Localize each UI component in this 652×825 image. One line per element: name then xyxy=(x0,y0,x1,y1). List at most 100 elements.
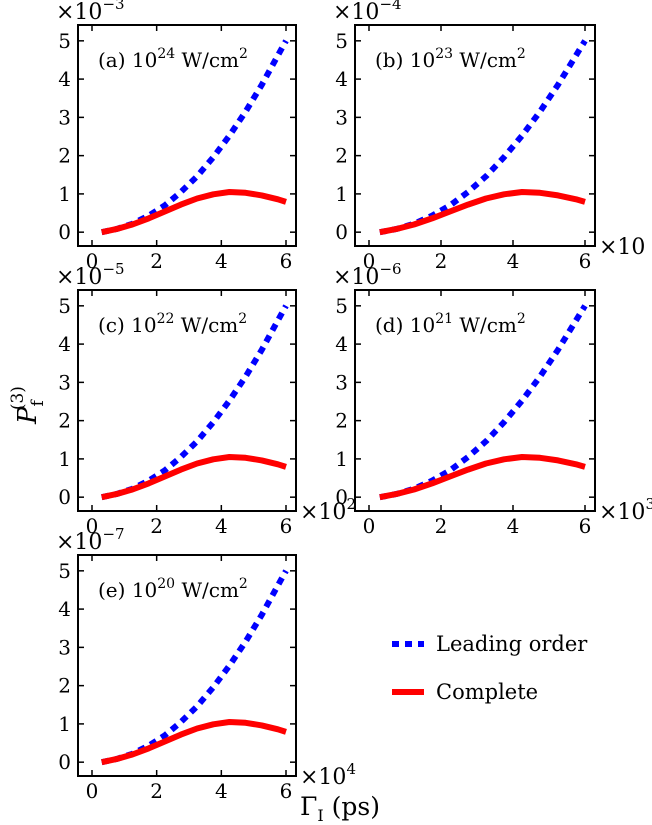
y-tick-label: 4 xyxy=(58,67,71,91)
x-multiplier-base: ×10 xyxy=(599,235,645,260)
y-multiplier-exponent: −5 xyxy=(102,260,124,278)
intensity-unit-exponent: 2 xyxy=(239,46,248,62)
intensity-unit: W/cm xyxy=(174,313,238,337)
x-tick-label: 4 xyxy=(507,249,520,273)
y-tick-label: 5 xyxy=(335,29,348,53)
x-multiplier-exponent: 3 xyxy=(645,495,652,513)
axes-frame xyxy=(354,289,596,512)
y-tick-label: 3 xyxy=(58,635,71,659)
series-line-complete xyxy=(101,454,287,501)
panel-label: (a) xyxy=(98,48,132,72)
y-tick-label: 0 xyxy=(335,220,348,244)
intensity-base: 10 xyxy=(410,48,435,72)
x-tick-label: 2 xyxy=(150,249,163,273)
x-tick-label: 2 xyxy=(150,779,163,803)
x-tick-label: 0 xyxy=(86,514,99,538)
intensity-unit: W/cm xyxy=(453,313,517,337)
y-axis-multiplier: ×10−7 xyxy=(56,525,125,555)
y-multiplier-base: ×10 xyxy=(56,265,102,290)
y-tick-label: 2 xyxy=(58,409,71,433)
y-multiplier-base: ×10 xyxy=(333,265,379,290)
intensity-base: 10 xyxy=(132,578,157,602)
legend-label-complete: Complete xyxy=(436,680,538,704)
intensity-exponent: 22 xyxy=(157,311,175,327)
y-multiplier-exponent: −6 xyxy=(379,260,401,278)
y-tick-label: 0 xyxy=(58,220,71,244)
y-tick-label: 1 xyxy=(58,182,71,206)
y-tick-label: 5 xyxy=(335,294,348,318)
x-tick-label: 6 xyxy=(579,514,592,538)
x-tick-label: 2 xyxy=(435,249,448,273)
y-tick-label: 1 xyxy=(58,447,71,471)
intensity-exponent: 20 xyxy=(157,576,175,592)
y-multiplier-base: ×10 xyxy=(56,530,102,555)
series-line-complete xyxy=(101,719,287,766)
series-line-leading-order xyxy=(379,304,588,501)
intensity-unit: W/cm xyxy=(453,48,517,72)
y-tick-label: 0 xyxy=(335,485,348,509)
y-multiplier-exponent: −7 xyxy=(102,525,124,543)
x-tick-label: 0 xyxy=(86,249,99,273)
y-tick-label: 3 xyxy=(58,370,71,394)
series-line-complete xyxy=(379,189,586,236)
x-tick-label: 4 xyxy=(215,779,228,803)
x-label-symbol: Γ xyxy=(300,792,317,821)
series-line-complete xyxy=(101,189,287,236)
x-tick-label: 2 xyxy=(435,514,448,538)
x-multiplier-base: ×10 xyxy=(599,500,645,525)
x-tick-label: 6 xyxy=(280,514,293,538)
panel-annotation: (d) 1021 W/cm2 xyxy=(375,311,526,337)
axes-frame xyxy=(77,24,297,247)
intensity-unit-exponent: 2 xyxy=(239,576,248,592)
y-axis-multiplier: ×10−4 xyxy=(333,0,402,25)
y-axis-multiplier: ×10−3 xyxy=(56,0,125,25)
axes-frame xyxy=(354,24,596,247)
series-line-complete xyxy=(379,454,586,501)
y-label-superscript: (3) xyxy=(8,386,28,410)
figure-y-label: Pf(3) xyxy=(8,386,48,425)
y-tick-label: 2 xyxy=(335,144,348,168)
intensity-exponent: 24 xyxy=(157,46,175,62)
x-multiplier-exponent: 4 xyxy=(346,760,356,778)
y-multiplier-base: ×10 xyxy=(333,0,379,25)
intensity-base: 10 xyxy=(131,313,156,337)
x-tick-label: 4 xyxy=(507,514,520,538)
intensity-base: 10 xyxy=(410,313,435,337)
x-tick-label: 6 xyxy=(280,779,293,803)
x-axis-multiplier: ×10 xyxy=(599,235,645,260)
x-multiplier-base: ×10 xyxy=(300,500,346,525)
y-multiplier-exponent: −4 xyxy=(379,0,401,13)
y-tick-label: 3 xyxy=(58,105,71,129)
y-tick-label: 1 xyxy=(58,712,71,736)
figure-x-label: ΓI (ps) xyxy=(300,792,380,825)
panel-label: (c) xyxy=(98,313,131,337)
y-tick-label: 2 xyxy=(335,409,348,433)
x-axis-multiplier: ×103 xyxy=(599,495,652,525)
y-tick-label: 3 xyxy=(335,370,348,394)
y-tick-label: 5 xyxy=(58,559,71,583)
y-tick-label: 0 xyxy=(58,750,71,774)
intensity-unit-exponent: 2 xyxy=(238,311,247,327)
y-axis-multiplier: ×10−5 xyxy=(56,260,125,290)
x-tick-label: 0 xyxy=(363,514,376,538)
y-tick-label: 4 xyxy=(335,67,348,91)
x-multiplier-base: ×10 xyxy=(300,765,346,790)
y-tick-label: 5 xyxy=(58,29,71,53)
intensity-unit-exponent: 2 xyxy=(517,46,526,62)
axes-frame xyxy=(77,554,297,777)
y-tick-label: 4 xyxy=(58,332,71,356)
y-tick-label: 2 xyxy=(58,674,71,698)
panel-label: (b) xyxy=(375,48,410,72)
x-tick-label: 4 xyxy=(215,514,228,538)
intensity-base: 10 xyxy=(132,48,157,72)
y-tick-label: 1 xyxy=(335,447,348,471)
y-label-symbol: P xyxy=(13,406,43,425)
y-multiplier-base: ×10 xyxy=(56,0,102,25)
x-tick-label: 6 xyxy=(280,249,293,273)
x-tick-label: 4 xyxy=(215,249,228,273)
panel-annotation: (b) 1023 W/cm2 xyxy=(375,46,526,72)
